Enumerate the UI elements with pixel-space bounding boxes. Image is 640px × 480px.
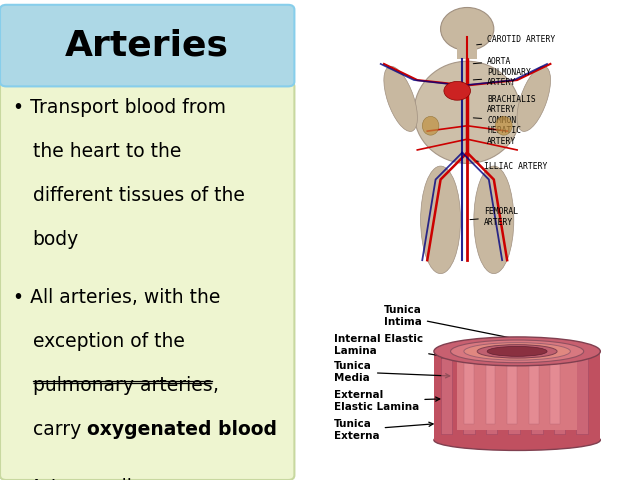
Text: Internal Elastic
Lamina: Internal Elastic Lamina: [334, 335, 447, 358]
Text: Tunica
Intima: Tunica Intima: [384, 305, 553, 348]
Ellipse shape: [444, 82, 470, 100]
Polygon shape: [531, 351, 543, 434]
Text: FEMORAL
ARTERY: FEMORAL ARTERY: [470, 207, 518, 227]
FancyBboxPatch shape: [0, 5, 294, 86]
Text: different tissues of the: different tissues of the: [33, 186, 244, 205]
Text: AORTA: AORTA: [474, 57, 511, 66]
Text: Arteries: Arteries: [65, 29, 229, 62]
Ellipse shape: [477, 345, 557, 358]
FancyBboxPatch shape: [0, 82, 294, 480]
Ellipse shape: [474, 166, 514, 274]
Text: the heart to the: the heart to the: [33, 142, 181, 161]
Polygon shape: [508, 351, 520, 434]
Polygon shape: [463, 351, 475, 434]
Ellipse shape: [414, 61, 520, 163]
Text: External
Elastic Lamina: External Elastic Lamina: [334, 390, 440, 412]
Polygon shape: [440, 351, 452, 434]
Polygon shape: [507, 351, 517, 424]
Ellipse shape: [464, 343, 570, 360]
Text: Tunica
Externa: Tunica Externa: [334, 419, 433, 441]
Text: BRACHIALIS
ARTERY
COMMON
HEPATIC
ARTERY: BRACHIALIS ARTERY COMMON HEPATIC ARTERY: [474, 95, 536, 146]
Polygon shape: [434, 351, 600, 440]
Text: PULMONARY
ARTERY: PULMONARY ARTERY: [474, 68, 531, 87]
Ellipse shape: [451, 340, 584, 363]
Ellipse shape: [384, 66, 417, 132]
Polygon shape: [486, 351, 497, 434]
Text: • Transport blood from: • Transport blood from: [13, 98, 226, 117]
Polygon shape: [550, 351, 561, 424]
Text: carry: carry: [33, 420, 87, 439]
Text: pulmonary arteries: pulmonary arteries: [33, 376, 212, 395]
Text: body: body: [33, 230, 79, 250]
Ellipse shape: [422, 116, 439, 135]
Polygon shape: [457, 351, 577, 430]
Text: Tunica
Media: Tunica Media: [334, 361, 450, 383]
Text: CAROTID ARTERY: CAROTID ARTERY: [477, 35, 556, 45]
Polygon shape: [486, 351, 495, 424]
Text: • All arteries, with the: • All arteries, with the: [13, 288, 220, 307]
Polygon shape: [577, 351, 588, 434]
Ellipse shape: [434, 337, 600, 366]
Bar: [457, 32, 477, 59]
Ellipse shape: [420, 166, 461, 274]
Polygon shape: [554, 351, 565, 434]
Circle shape: [440, 8, 494, 50]
Text: • Artery walls are: • Artery walls are: [13, 478, 178, 480]
Ellipse shape: [487, 347, 547, 356]
Ellipse shape: [434, 430, 600, 450]
Text: exception of the: exception of the: [33, 332, 184, 351]
Polygon shape: [464, 351, 474, 424]
Text: ILLIAC ARTERY: ILLIAC ARTERY: [477, 161, 547, 170]
Ellipse shape: [495, 116, 512, 135]
Polygon shape: [529, 351, 539, 424]
Text: oxygenated blood: oxygenated blood: [87, 420, 276, 439]
Ellipse shape: [517, 66, 550, 132]
Text: ,: ,: [212, 376, 218, 395]
